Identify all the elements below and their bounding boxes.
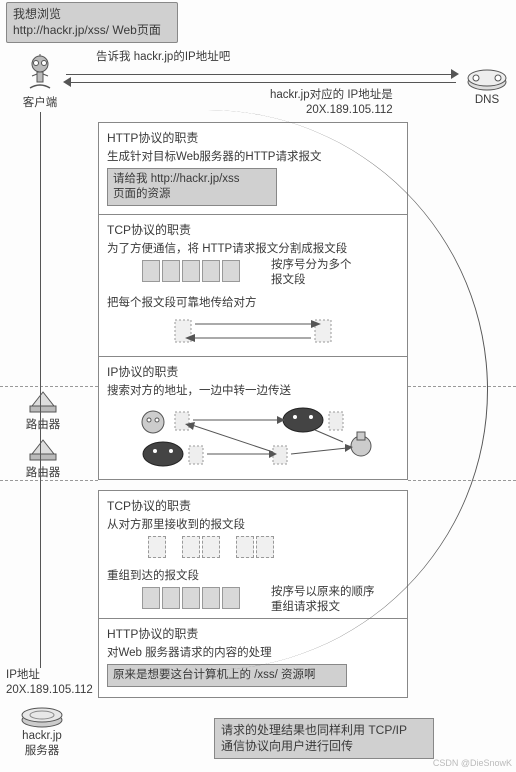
http1-request-speech: 请给我 http://hackr.jp/xss 页面的资源: [107, 168, 277, 206]
thought-line2: http://hackr.jp/xss/ Web页面: [13, 23, 171, 39]
tcp-recv-box: TCP协议的职责 从对方那里接收到的报文段 重组到达的报文段 按序号以原来的顺序…: [98, 490, 408, 628]
http2-title: HTTP协议的职责: [107, 625, 399, 642]
server-icon: [20, 702, 64, 731]
http2-reply-speech: 原来是想要这台计算机上的 /xss/ 资源啊: [107, 664, 347, 687]
tcp1-side1: 按序号分为多个报文段: [271, 258, 352, 288]
dns-reply-l1: hackr.jp对应的 IP地址是: [270, 89, 393, 101]
segments-recv: [147, 536, 399, 561]
tcp2-side: 按序号以原来的顺序重组请求报文: [271, 585, 375, 615]
watermark: CSDN @DieSnowK: [433, 758, 512, 770]
client-icon: [24, 54, 56, 95]
http1-req-l1: 请给我 http://hackr.jp/xss: [113, 172, 271, 187]
tcp1-desc: 为了方便通信，将 HTTP请求报文分割成报文段: [107, 240, 399, 256]
router-label-1: 路由器: [20, 416, 66, 432]
dns-icon: [466, 62, 508, 95]
dns-label: DNS: [472, 94, 502, 106]
tcp2-desc: 从对方那里接收到的报文段: [107, 516, 399, 532]
server-name: hackr.jp服务器: [14, 730, 70, 758]
dash-bot: [0, 480, 98, 481]
router-label-2: 路由器: [20, 464, 66, 480]
http1-title: HTTP协议的职责: [107, 129, 399, 146]
tcp2-title: TCP协议的职责: [107, 497, 399, 514]
tcp-send-box: TCP协议的职责 为了方便通信，将 HTTP请求报文分割成报文段 按序号分为多个…: [98, 214, 408, 362]
dash-top: [0, 386, 98, 387]
dash-top-r: [408, 386, 516, 387]
dns-reply-text: hackr.jp对应的 IP地址是 20X.189.105.112: [270, 88, 393, 118]
http2-desc: 对Web 服务器请求的内容的处理: [107, 644, 399, 660]
footer-l1: 请求的处理结果也同样利用 TCP/IP: [221, 723, 427, 739]
client-label: 客户端: [20, 94, 60, 110]
segments-split: [141, 260, 241, 285]
ip-title: IP协议的职责: [107, 363, 399, 380]
client-thought-bubble: 我想浏览 http://hackr.jp/xss/ Web页面: [6, 2, 178, 43]
dns-request-text: 告诉我 hackr.jp的IP地址吧: [96, 50, 230, 65]
ip-box: IP协议的职责 搜索对方的地址，一边中转一边传送: [98, 356, 408, 480]
arrow-from-dns: [66, 82, 456, 83]
thought-line1: 我想浏览: [13, 7, 171, 23]
router-icon-1: [28, 388, 58, 417]
ip-desc: 搜索对方的地址，一边中转一边传送: [107, 382, 399, 398]
reliable-transfer-diagram: [107, 314, 399, 351]
segments-reassemble: [141, 587, 241, 612]
http-request-box: HTTP协议的职责 生成针对目标Web服务器的HTTP请求报文 请给我 http…: [98, 122, 408, 215]
http1-desc: 生成针对目标Web服务器的HTTP请求报文: [107, 148, 399, 164]
http1-req-l2: 页面的资源: [113, 187, 271, 202]
server-ip-label: IP地址20X.189.105.112: [6, 668, 93, 698]
router-icon-2: [28, 436, 58, 465]
tcp1-title: TCP协议的职责: [107, 221, 399, 238]
tcp2-desc2: 重组到达的报文段: [107, 567, 399, 583]
tcp1-desc2: 把每个报文段可靠地传给对方: [107, 294, 399, 310]
footer-speech: 请求的处理结果也同样利用 TCP/IP 通信协议向用户进行回传: [214, 718, 434, 759]
http2-reply: 原来是想要这台计算机上的 /xss/ 资源啊: [113, 669, 316, 681]
footer-l2: 通信协议向用户进行回传: [221, 739, 427, 755]
ip-routing-diagram: [107, 402, 399, 471]
dns-reply-l2: 20X.189.105.112: [306, 104, 393, 116]
arrow-to-dns: [66, 74, 456, 75]
http-process-box: HTTP协议的职责 对Web 服务器请求的内容的处理 原来是想要这台计算机上的 …: [98, 618, 408, 698]
left-flow-line: [40, 112, 41, 668]
dash-bot-r: [408, 480, 516, 481]
